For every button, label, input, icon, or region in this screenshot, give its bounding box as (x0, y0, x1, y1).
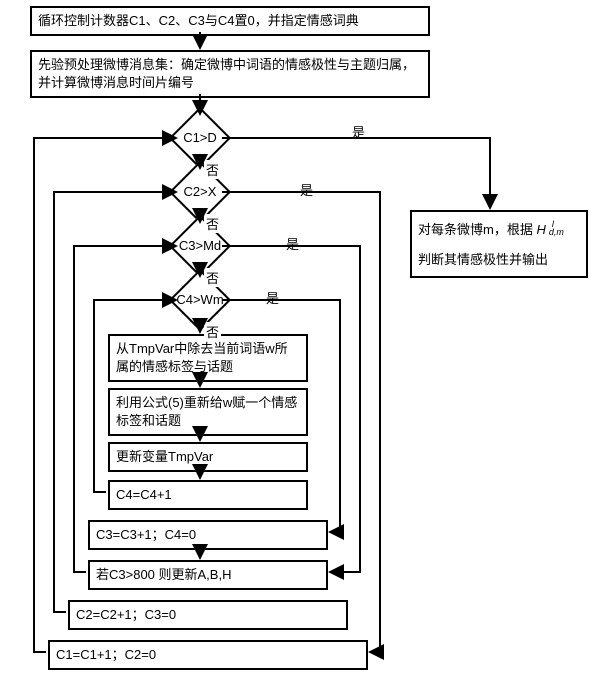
diamond-c3 (169, 215, 231, 277)
label-d3-no: 否 (204, 268, 221, 287)
node-init-text: 循环控制计数器C1、C2、C3与C4置0，并指定情感词典 (38, 13, 359, 28)
node-preprocess: 先验预处理微博消息集：确定微博中词语的情感极性与主题归属，并计算微博消息时间片编… (30, 50, 430, 98)
node-p4: C4=C4+1 (108, 480, 308, 510)
label-d4-no: 否 (204, 322, 221, 341)
label-d3-yes: 是 (284, 234, 301, 253)
node-p1: 从TmpVar中除去当前词语w所属的情感标签与话题 (108, 334, 308, 382)
node-p6: 若C3>800 则更新A,B,H (88, 560, 328, 590)
node-p1-text: 从TmpVar中除去当前词语w所属的情感标签与话题 (116, 341, 288, 374)
node-p4-text: C4=C4+1 (116, 487, 172, 502)
out-l1: 对每条微博m，根据 (418, 222, 536, 237)
label-d1-no: 否 (204, 160, 221, 179)
label-d4-yes: 是 (264, 288, 281, 307)
node-p3-text: 更新变量TmpVar (116, 449, 213, 464)
node-init: 循环控制计数器C1、C2、C3与C4置0，并指定情感词典 (30, 6, 430, 36)
node-p6-text: 若C3>800 则更新A,B,H (96, 567, 231, 582)
node-preprocess-text: 先验预处理微博消息集：确定微博中词语的情感极性与主题归属，并计算微博消息时间片编… (38, 57, 415, 90)
node-p5-text: C3=C3+1；C4=0 (96, 527, 196, 542)
node-p2: 利用公式(5)重新给w赋一个情感标签和话题 (108, 388, 308, 436)
node-p7-text: C2=C2+1；C3=0 (76, 607, 176, 622)
diamond-c1 (169, 107, 231, 169)
node-p5: C3=C3+1；C4=0 (88, 520, 328, 550)
label-d1-yes: 是 (350, 122, 367, 141)
label-d2-yes: 是 (298, 180, 315, 199)
node-p8-text: C1=C1+1；C2=0 (56, 647, 156, 662)
out-sub: d,m (549, 224, 564, 241)
node-p3: 更新变量TmpVar (108, 442, 308, 472)
label-d2-no: 否 (204, 214, 221, 233)
node-output: 对每条微博m，根据 H l d,m 判断其情感极性并输出 (410, 210, 588, 278)
out-sym: H l d,m (536, 222, 545, 237)
node-p2-text: 利用公式(5)重新给w赋一个情感标签和话题 (116, 395, 297, 428)
diamond-c4 (169, 269, 231, 331)
node-p7: C2=C2+1；C3=0 (68, 600, 348, 630)
node-p8: C1=C1+1；C2=0 (48, 640, 368, 670)
diamond-c2 (169, 161, 231, 223)
out-l2: 判断其情感极性并输出 (418, 252, 548, 267)
